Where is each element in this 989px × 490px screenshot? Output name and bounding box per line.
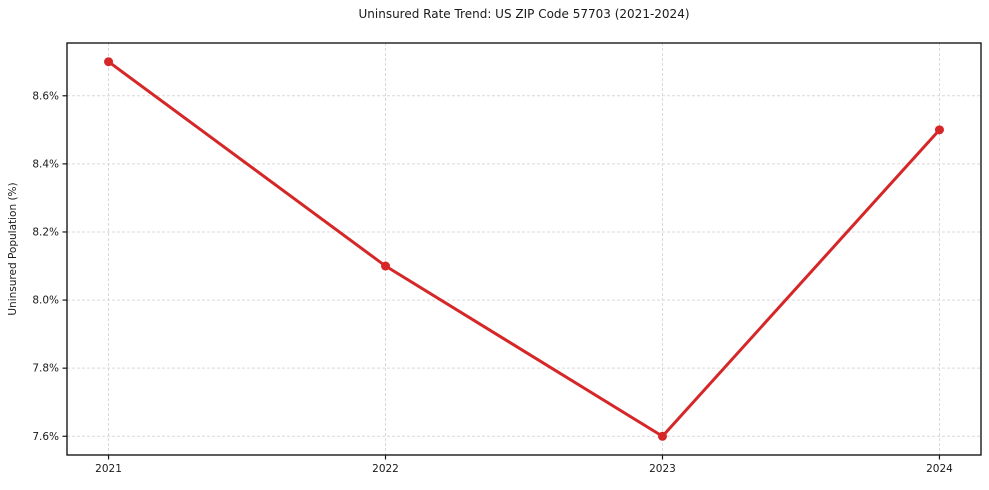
y-tick-label: 8.6% <box>32 90 59 102</box>
chart-title: Uninsured Rate Trend: US ZIP Code 57703 … <box>358 7 690 21</box>
y-axis-label: Uninsured Population (%) <box>7 182 19 316</box>
data-point-marker <box>657 431 667 441</box>
data-point-marker <box>934 125 944 135</box>
y-tick-label: 7.6% <box>32 431 59 443</box>
y-tick-label: 8.2% <box>32 226 59 238</box>
trend-line <box>107 60 941 438</box>
data-point-marker <box>381 261 391 271</box>
x-tick-label: 2023 <box>649 463 676 475</box>
x-tick-label: 2022 <box>372 463 399 475</box>
data-point-marker <box>104 57 114 67</box>
x-tick-label: 2021 <box>95 463 122 475</box>
x-tick-label: 2024 <box>926 463 953 475</box>
y-tick-label: 7.8% <box>32 363 59 375</box>
axes-frame <box>66 42 982 456</box>
y-tick-label: 8.4% <box>32 158 59 170</box>
y-tick-label: 8.0% <box>32 295 59 307</box>
